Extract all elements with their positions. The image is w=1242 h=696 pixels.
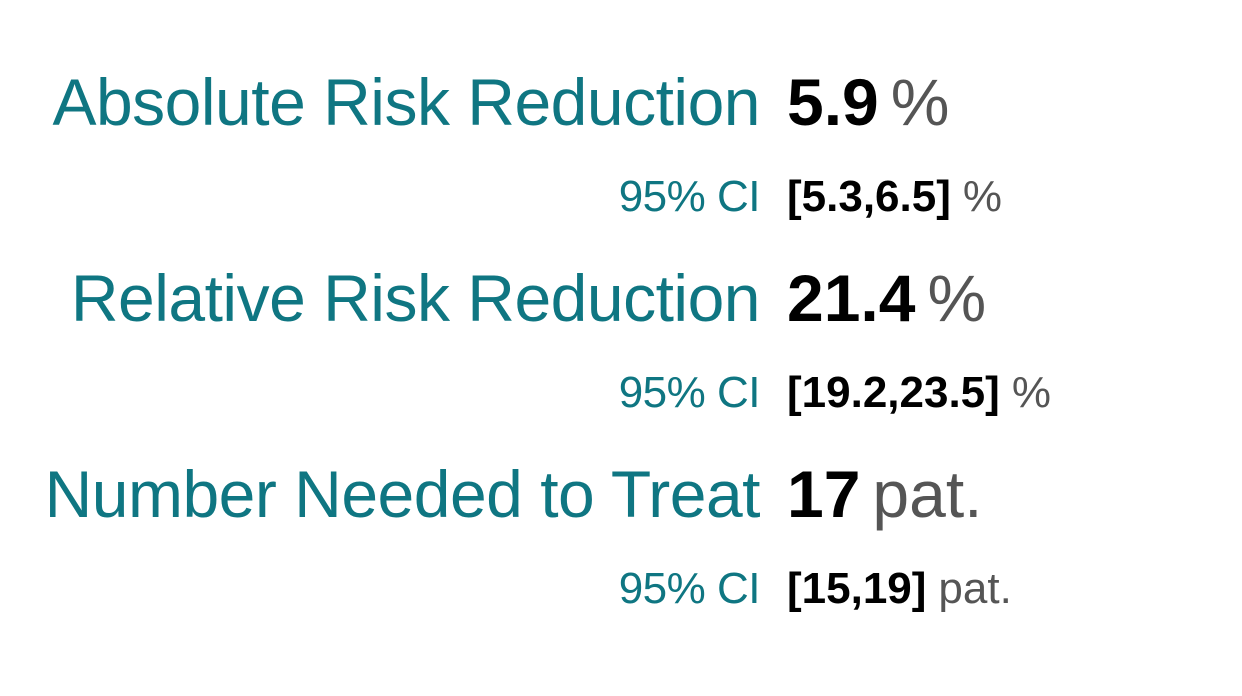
rrr-value-group: 21.4% — [787, 260, 986, 336]
nnt-row: Number Needed to Treat 17 pat. — [0, 456, 1242, 536]
arr-ci-value: [5.3,6.5] — [787, 172, 951, 221]
arr-ci-unit: % — [962, 172, 1002, 221]
rrr-ci-unit: % — [1011, 368, 1051, 417]
rrr-ci-value: [19.2,23.5] — [787, 368, 1000, 417]
nnt-label: Number Needed to Treat — [44, 457, 761, 531]
rrr-label: Relative Risk Reduction — [70, 261, 761, 335]
nnt-ci-row: 95% CI [15,19] pat. — [0, 564, 1242, 620]
rrr-ci-value-group: [19.2,23.5]% — [787, 368, 1051, 418]
rrr-ci-row: 95% CI [19.2,23.5]% — [0, 368, 1242, 424]
arr-unit: % — [890, 65, 950, 139]
nnt-ci-label: 95% CI — [618, 564, 761, 613]
rrr-ci-label: 95% CI — [618, 368, 761, 417]
nnt-value-group: 17 pat. — [787, 456, 983, 532]
arr-row: Absolute Risk Reduction 5.9% — [0, 64, 1242, 144]
arr-value: 5.9 — [787, 65, 879, 139]
arr-ci-label: 95% CI — [618, 172, 761, 221]
arr-ci-value-group: [5.3,6.5]% — [787, 172, 1002, 222]
nnt-unit: pat. — [872, 457, 983, 531]
arr-value-group: 5.9% — [787, 64, 949, 140]
rrr-value: 21.4 — [787, 261, 916, 335]
nnt-ci-value-group: [15,19] pat. — [787, 564, 1012, 614]
nnt-value: 17 — [787, 457, 861, 531]
arr-ci-row: 95% CI [5.3,6.5]% — [0, 172, 1242, 228]
arr-label: Absolute Risk Reduction — [52, 65, 760, 139]
nnt-ci-unit: pat. — [938, 564, 1012, 613]
nnt-ci-value: [15,19] — [787, 564, 927, 613]
rrr-row: Relative Risk Reduction 21.4% — [0, 260, 1242, 340]
rrr-unit: % — [927, 261, 987, 335]
